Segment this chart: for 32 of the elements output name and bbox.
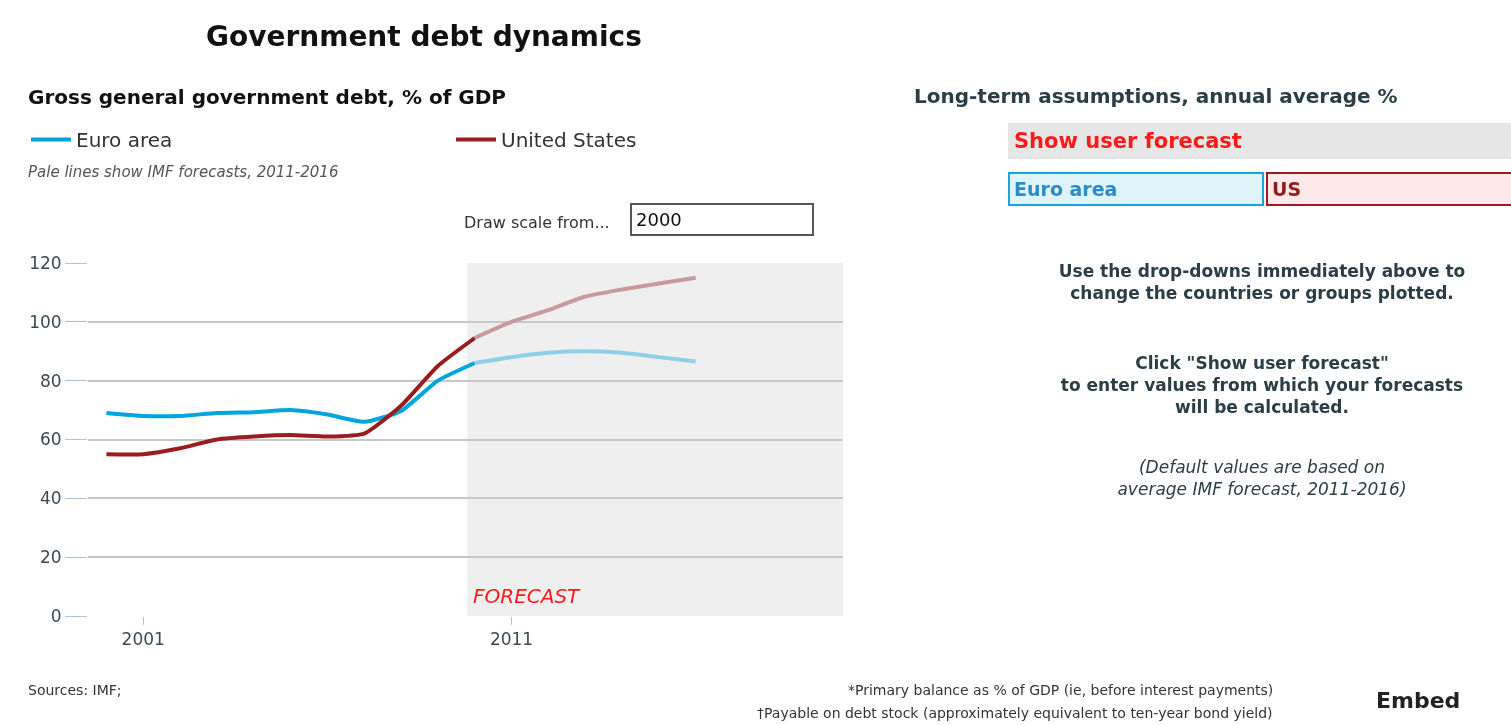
text: Draw scale from... bbox=[464, 213, 610, 232]
band-label: FORECAST bbox=[473, 584, 582, 608]
source-note: Sources: IMF; bbox=[28, 682, 122, 698]
legend-label: Euro area bbox=[76, 128, 173, 153]
line-series bbox=[472, 275, 698, 341]
y-tick-label: 40 bbox=[39, 488, 62, 509]
text: US bbox=[1272, 178, 1302, 200]
y-tick-label: 60 bbox=[39, 429, 62, 450]
text: †Payable on debt stock (approximately equivalent to ten-year bond yield) bbox=[757, 705, 1273, 721]
line-series bbox=[472, 349, 698, 366]
y-tick-label: 120 bbox=[29, 252, 62, 273]
text: Embed bbox=[1376, 688, 1461, 713]
text: *Primary balance as % of GDP (ie, before interest payments) bbox=[848, 682, 1274, 698]
text: (Default values are based on average IMF forecast, 2011-2016) bbox=[1117, 457, 1407, 500]
y-tick-label: 0 bbox=[50, 605, 62, 626]
text: Pale lines show IMF forecasts, 2011-2016 bbox=[28, 163, 339, 181]
line-series bbox=[104, 336, 477, 457]
chart-title: Government debt dynamics bbox=[206, 20, 642, 53]
text: Euro area bbox=[1014, 178, 1118, 200]
x-tick-label: 2011 bbox=[489, 629, 534, 650]
legend-label: United States bbox=[501, 128, 637, 153]
y-tick-label: 20 bbox=[39, 547, 62, 568]
line-series bbox=[104, 361, 477, 424]
text: Show user forecast bbox=[1014, 129, 1242, 153]
x-tick-label: 2001 bbox=[121, 629, 165, 650]
text: Long-term assumptions, annual average % bbox=[914, 84, 1398, 108]
text: Click "Show user forecast" to enter values from which your forecasts will be calculated. bbox=[1060, 353, 1464, 418]
y-tick-label: 80 bbox=[39, 370, 62, 391]
y-tick-label: 100 bbox=[29, 311, 62, 332]
text: Use the drop-downs immediately above to change the countries or groups plotted. bbox=[1058, 261, 1466, 304]
chart-subtitle: Gross general government debt, % of GDP bbox=[28, 85, 506, 109]
text: 2000 bbox=[636, 209, 682, 230]
